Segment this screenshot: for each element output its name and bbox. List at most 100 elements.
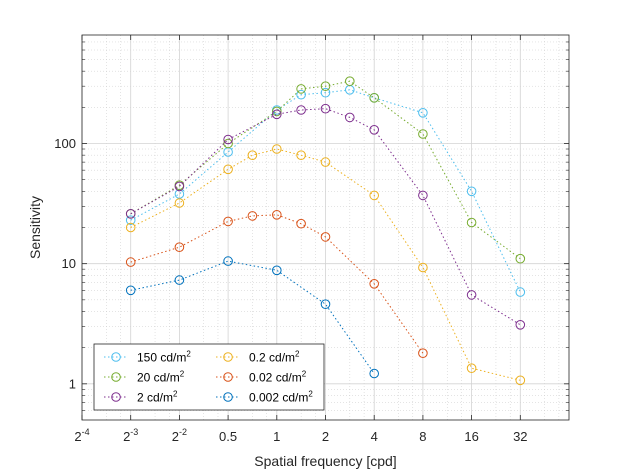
data-point <box>418 262 428 273</box>
legend-label: 20 cd/m2 <box>137 370 185 385</box>
data-point <box>320 299 331 310</box>
data-point <box>223 134 233 145</box>
data-point <box>320 81 331 91</box>
legend-marker <box>223 392 233 402</box>
y-tick-label: 1 <box>69 376 76 391</box>
x-tick-labels: 2-4 2-3 2-2 0.5 1 2 4 8 16 32 <box>74 427 527 444</box>
series-line <box>130 108 521 326</box>
data-point <box>272 106 282 117</box>
data-point <box>418 129 428 139</box>
data-point <box>369 368 380 379</box>
legend-label: 2 cd/m2 <box>137 390 178 405</box>
data-point <box>223 256 233 266</box>
data-point <box>296 218 306 229</box>
data-point <box>247 211 258 221</box>
data-point <box>125 215 136 225</box>
x-tick-label: 2-3 <box>123 427 138 444</box>
legend-box <box>93 343 325 411</box>
legend-label: 150 cd/m2 <box>137 350 191 365</box>
series-5 <box>125 256 380 379</box>
data-point <box>320 157 331 167</box>
x-tick-label: 2-2 <box>172 427 187 444</box>
series-line <box>130 148 521 381</box>
x-tick-label: 2 <box>322 429 329 444</box>
y-tick-label: 100 <box>54 136 76 151</box>
data-point <box>515 287 526 297</box>
y-axis-label: Sensitivity <box>27 196 43 259</box>
data-point <box>345 76 355 86</box>
data-point <box>320 232 331 242</box>
data-point <box>223 216 233 227</box>
data-point <box>174 275 185 285</box>
series-line <box>130 260 375 374</box>
data-point <box>272 109 282 120</box>
data-point <box>296 89 306 100</box>
data-point <box>272 210 282 220</box>
legend-label: 0.2 cd/m2 <box>249 350 300 365</box>
series-3 <box>125 144 526 386</box>
legend-item: 150 cd/m2 <box>104 350 191 365</box>
legend-marker <box>111 372 121 382</box>
series-line <box>130 80 521 260</box>
x-tick-label: 32 <box>513 429 527 444</box>
data-point <box>466 363 477 374</box>
data-point <box>296 105 306 115</box>
data-point <box>418 348 428 359</box>
data-point <box>174 242 185 252</box>
data-point <box>515 253 526 264</box>
data-point <box>125 257 136 267</box>
x-tick-label: 8 <box>419 429 426 444</box>
data-point <box>174 181 185 192</box>
legend-item: 20 cd/m2 <box>104 370 185 385</box>
y-tick-label: 10 <box>62 256 76 271</box>
series-layer <box>125 76 526 386</box>
data-point <box>223 138 233 149</box>
data-point <box>369 125 380 135</box>
data-point <box>174 198 185 208</box>
data-point <box>515 320 526 330</box>
legend-label: 0.02 cd/m2 <box>249 370 307 385</box>
data-point <box>418 108 428 118</box>
x-tick-label: 16 <box>464 429 478 444</box>
data-point <box>247 150 258 160</box>
data-point <box>515 375 526 386</box>
data-point <box>466 186 477 197</box>
series-4 <box>125 210 428 359</box>
data-point <box>125 222 136 233</box>
data-point <box>320 87 331 98</box>
legend-marker <box>223 372 233 382</box>
x-tick-label: 0.5 <box>219 429 237 444</box>
data-point <box>125 285 136 296</box>
legend-item: 2 cd/m2 <box>104 390 178 405</box>
x-tick-label: 2-4 <box>74 427 89 444</box>
legend-item: 0.02 cd/m2 <box>216 370 307 385</box>
legend-marker <box>223 352 233 362</box>
data-point <box>466 217 477 228</box>
y-tick-labels: 1 10 100 <box>54 136 76 391</box>
data-point <box>296 150 306 160</box>
data-point <box>272 265 282 276</box>
data-point <box>369 93 380 103</box>
data-point <box>223 164 233 175</box>
data-point <box>369 190 380 201</box>
data-point <box>345 112 355 123</box>
legend-marker <box>111 352 121 362</box>
data-point <box>320 103 331 114</box>
data-point <box>272 144 282 154</box>
legend-item: 0.002 cd/m2 <box>216 390 313 405</box>
data-point <box>369 279 380 289</box>
legend-label: 0.002 cd/m2 <box>249 390 313 405</box>
data-point <box>125 209 136 219</box>
legend-marker <box>111 392 121 402</box>
data-point <box>466 290 477 300</box>
x-tick-label: 1 <box>273 429 280 444</box>
series-2 <box>125 103 526 330</box>
legend-item: 0.2 cd/m2 <box>216 350 300 365</box>
data-point <box>418 190 428 201</box>
x-tick-label: 4 <box>371 429 378 444</box>
x-axis-label: Spatial frequency [cpd] <box>254 453 396 469</box>
series-line <box>130 89 521 293</box>
legend: 150 cd/m2 20 cd/m2 2 cd/m2 0.2 cd/m2 0.02 cd… <box>93 343 325 411</box>
series-line <box>130 214 424 354</box>
